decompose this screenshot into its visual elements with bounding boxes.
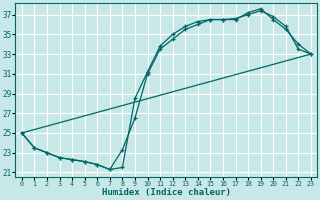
- X-axis label: Humidex (Indice chaleur): Humidex (Indice chaleur): [102, 188, 231, 197]
